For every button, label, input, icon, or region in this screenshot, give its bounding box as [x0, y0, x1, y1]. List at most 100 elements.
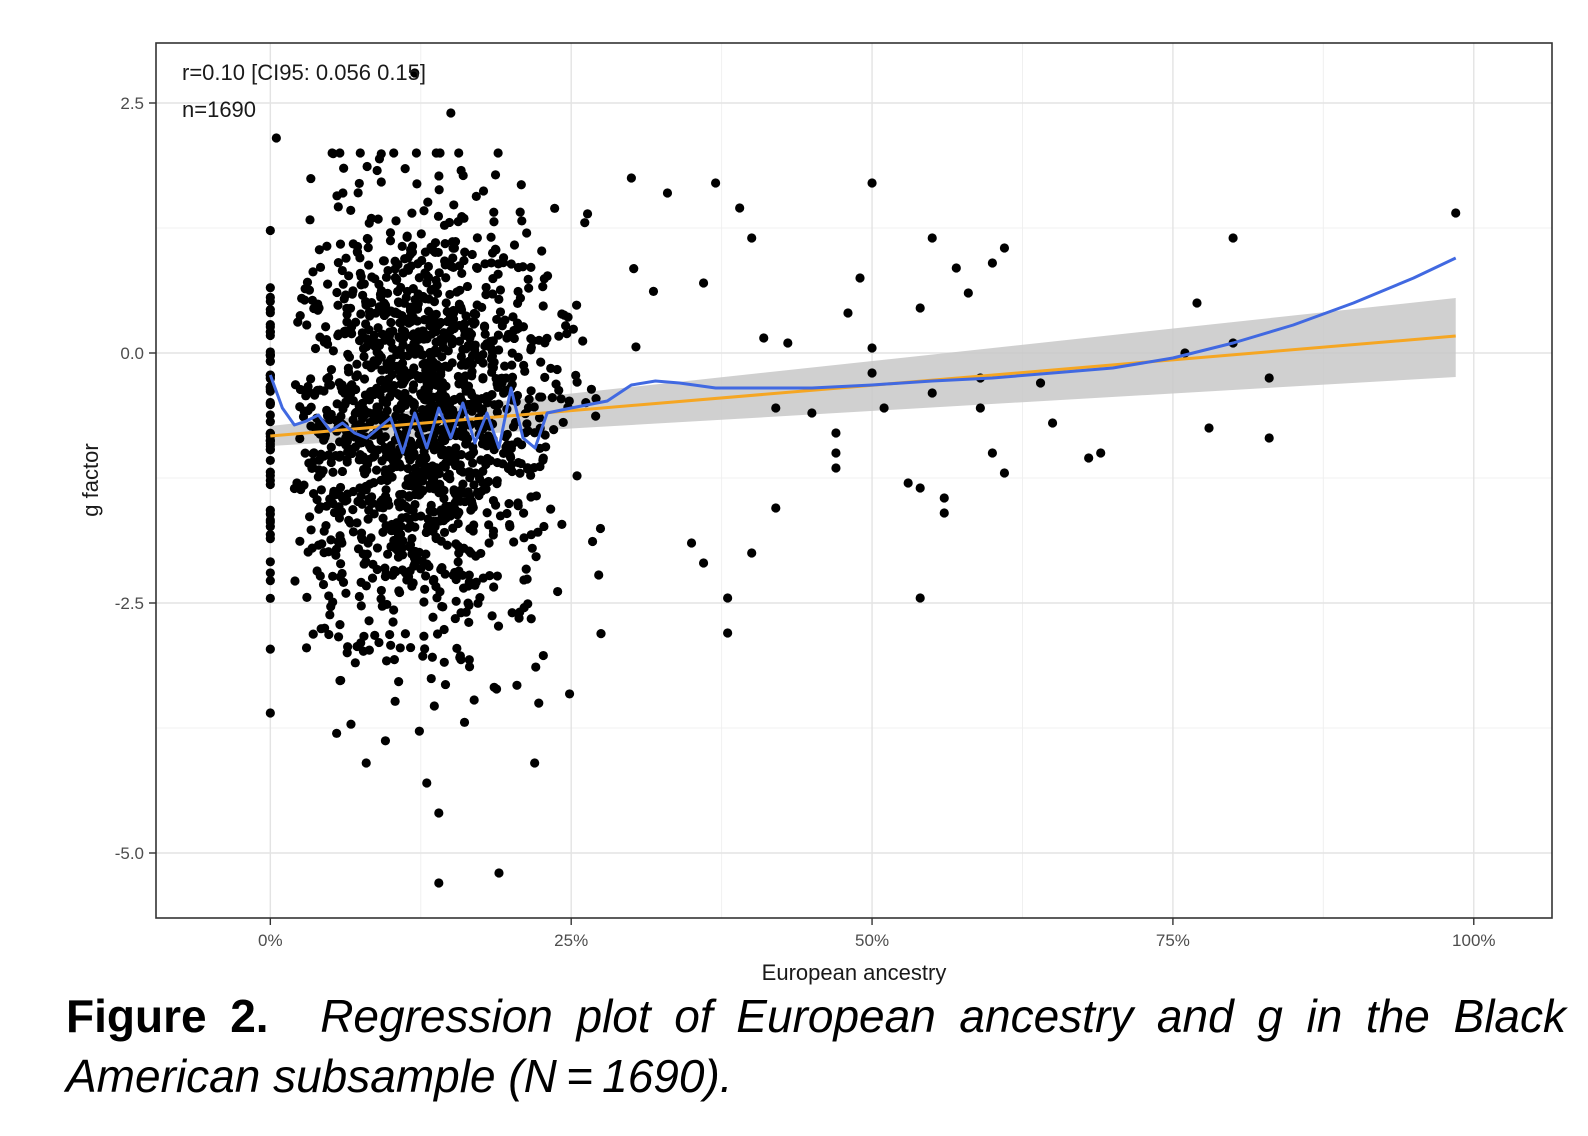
data-point [521, 564, 531, 574]
data-point [467, 371, 477, 381]
data-point [302, 320, 312, 330]
data-point [582, 209, 593, 219]
data-point [448, 253, 458, 263]
data-point [370, 450, 380, 460]
data-point [466, 468, 476, 478]
data-point [337, 538, 347, 548]
data-point [464, 662, 475, 672]
axis-ticks: 0% 25% 50% 75% 100% 2.5 0.0 -2.5 -5.0 [115, 94, 1496, 950]
data-point [309, 390, 320, 400]
data-point [494, 868, 504, 878]
data-point [478, 358, 488, 368]
data-point [484, 520, 494, 530]
data-point [354, 178, 364, 189]
data-point [344, 352, 355, 362]
data-point [346, 719, 356, 729]
data-point [523, 274, 533, 284]
data-point [265, 225, 275, 236]
data-point [354, 591, 364, 602]
data-point [538, 301, 548, 311]
data-point [492, 479, 502, 489]
data-point [426, 285, 436, 295]
data-point [867, 178, 877, 188]
data-point [385, 236, 396, 246]
data-point [321, 521, 331, 531]
data-point [556, 394, 566, 404]
data-point [456, 165, 466, 176]
data-point [440, 679, 451, 690]
data-point [265, 305, 275, 315]
data-point [500, 361, 510, 371]
data-point [807, 408, 817, 418]
data-point [363, 234, 373, 244]
data-point [482, 453, 492, 464]
data-point [432, 629, 443, 639]
data-point [540, 430, 550, 440]
data-point [492, 407, 502, 417]
data-point [479, 439, 489, 449]
data-point [300, 448, 310, 458]
data-point [434, 185, 444, 195]
data-point [449, 200, 459, 210]
data-point [366, 533, 376, 543]
data-point [572, 300, 582, 310]
data-point [316, 469, 326, 479]
data-point [389, 655, 399, 665]
data-point [487, 289, 498, 299]
data-point [463, 598, 473, 608]
data-point [506, 452, 516, 463]
data-point [515, 468, 525, 478]
data-point [855, 273, 865, 283]
data-point [339, 163, 349, 173]
data-point [519, 533, 529, 543]
data-point [306, 374, 316, 384]
data-point [506, 460, 516, 470]
data-point [379, 256, 389, 266]
data-point [456, 655, 466, 665]
data-point [369, 478, 379, 488]
data-point [437, 377, 448, 388]
data-point [1047, 418, 1058, 428]
data-point [481, 282, 491, 293]
data-point [867, 343, 877, 353]
data-point [379, 298, 389, 308]
data-point [471, 309, 481, 320]
data-point [1035, 378, 1046, 388]
data-point [410, 349, 420, 359]
data-point [498, 459, 508, 469]
data-point [394, 361, 404, 371]
data-point [537, 246, 547, 256]
data-point [436, 369, 446, 380]
x-tick-label: 0% [258, 931, 283, 950]
data-point [338, 279, 348, 289]
data-point [429, 297, 440, 307]
data-point [526, 614, 536, 624]
data-point [356, 601, 366, 611]
data-point [321, 322, 331, 332]
data-point [341, 588, 351, 598]
data-point [508, 422, 519, 432]
data-point [396, 400, 406, 410]
data-point [333, 632, 344, 642]
data-point [466, 329, 477, 339]
data-point [362, 549, 372, 559]
data-point [546, 504, 556, 514]
data-point [648, 286, 659, 296]
data-point [418, 291, 428, 302]
data-point [489, 682, 499, 692]
data-point [380, 442, 390, 453]
data-point [332, 728, 342, 738]
data-point [348, 527, 359, 537]
data-point [422, 778, 432, 788]
data-point [389, 535, 399, 546]
data-point [498, 258, 508, 268]
data-point [418, 359, 428, 369]
data-point [448, 243, 458, 253]
data-point [370, 630, 380, 640]
data-point [411, 148, 422, 158]
data-point [963, 288, 973, 298]
data-point [408, 481, 418, 491]
data-point [383, 549, 393, 559]
data-point [391, 275, 402, 285]
data-point [1084, 453, 1094, 463]
